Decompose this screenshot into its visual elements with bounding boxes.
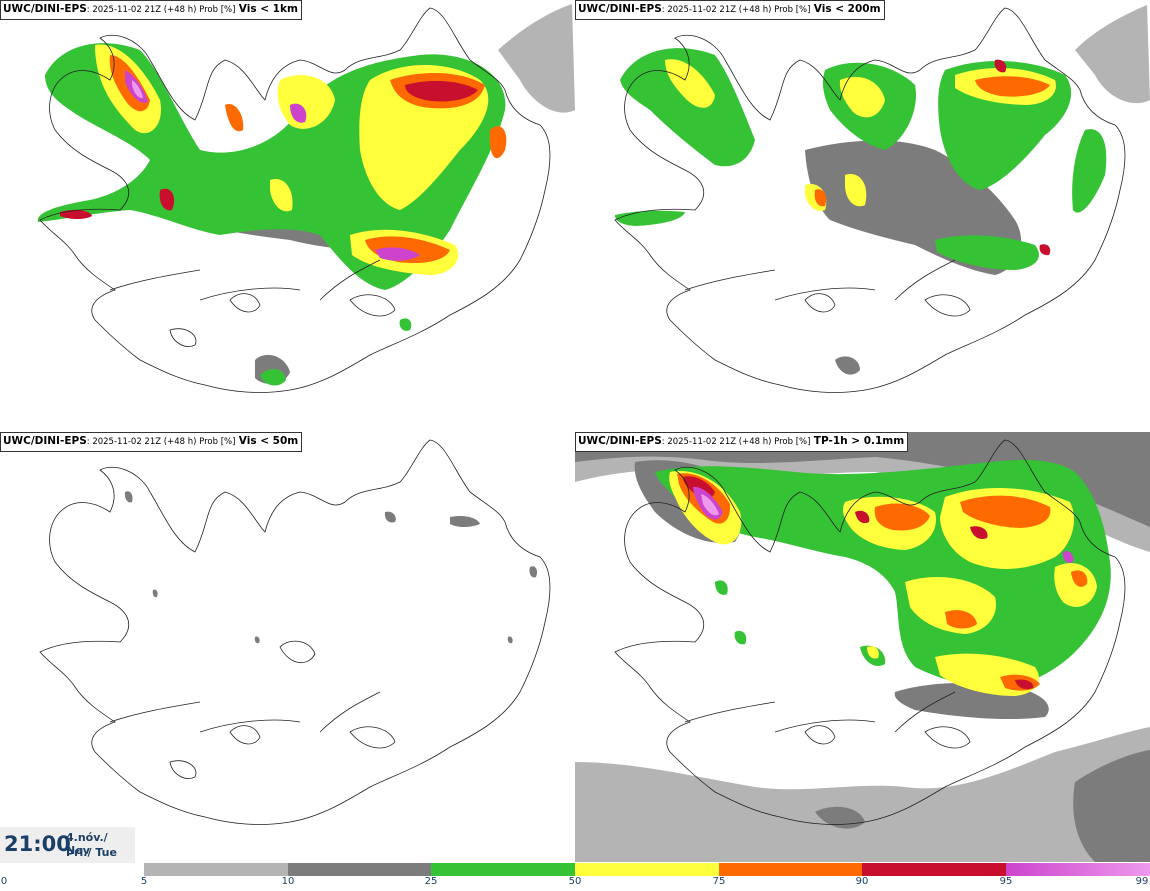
model-name: UWC/DINI-EPS xyxy=(3,435,87,447)
model-name: UWC/DINI-EPS xyxy=(578,435,662,447)
variable-name: Vis < 1km xyxy=(238,3,298,15)
prob-field-5 xyxy=(498,4,575,113)
model-name: UWC/DINI-EPS xyxy=(3,3,87,15)
iceland-coastline xyxy=(614,7,1126,393)
variable-name: Vis < 200m xyxy=(813,3,881,15)
colorbar-tick: 0 xyxy=(0,876,8,887)
prob-field-95 xyxy=(125,70,420,261)
map-panel-vis-50m: UWC/DINI-EPS: 2025-11-02 21Z (+48 h) Pro… xyxy=(0,432,575,862)
colorbar-seg-75-90 xyxy=(719,863,862,876)
run-meta: : 2025-11-02 21Z (+48 h) Prob [%] xyxy=(86,437,236,447)
prob-field-99 xyxy=(132,80,143,99)
vis-200m-map xyxy=(614,5,1150,393)
iceland-coastline xyxy=(614,439,1126,825)
panel-title: UWC/DINI-EPS: 2025-11-02 21Z (+48 h) Pro… xyxy=(0,432,303,452)
map-panel-vis-200m: UWC/DINI-EPS: 2025-11-02 21Z (+48 h) Pro… xyxy=(575,0,1150,430)
run-meta: : 2025-11-02 21Z (+48 h) Prob [%] xyxy=(661,437,811,447)
vis-1km-map xyxy=(37,4,575,393)
variable-name: TP-1h > 0.1mm xyxy=(813,435,905,447)
probability-colorbar: 0 5 10 25 50 75 90 95 99 xyxy=(0,862,1150,891)
iceland-coastline xyxy=(39,7,551,393)
colorbar-seg-5-10 xyxy=(144,863,288,876)
colorbar-seg-90-95 xyxy=(862,863,1006,876)
vis-50m-map xyxy=(39,439,551,825)
map-panel-tp-1h: UWC/DINI-EPS: 2025-11-02 21Z (+48 h) Pro… xyxy=(575,432,1150,862)
prob-field-10 xyxy=(124,491,538,644)
map-panel-vis-1km: UWC/DINI-EPS: 2025-11-02 21Z (+48 h) Pro… xyxy=(0,0,575,430)
colorbar-tick: 95 xyxy=(999,876,1013,887)
valid-weekday: Þri./ Tue xyxy=(66,846,117,859)
panel-title: UWC/DINI-EPS: 2025-11-02 21Z (+48 h) Pro… xyxy=(575,0,885,20)
run-meta: : 2025-11-02 21Z (+48 h) Prob [%] xyxy=(661,5,811,15)
valid-date: 4.nóv./ Nov xyxy=(66,831,108,857)
colorbar-tick: 90 xyxy=(855,876,869,887)
colorbar-tick: 25 xyxy=(424,876,438,887)
model-name: UWC/DINI-EPS xyxy=(578,3,662,15)
iceland-coastline xyxy=(39,439,551,825)
colorbar-tick: 75 xyxy=(712,876,726,887)
colorbar-seg-25-50 xyxy=(431,863,575,876)
colorbar-seg-95-99 xyxy=(1006,863,1150,876)
panel-title: UWC/DINI-EPS: 2025-11-02 21Z (+48 h) Pro… xyxy=(0,0,302,20)
colorbar-seg-50-75 xyxy=(575,863,719,876)
colorbar-tick: 50 xyxy=(568,876,582,887)
colorbar-tick: 5 xyxy=(140,876,148,887)
colorbar-seg-10-25 xyxy=(288,863,431,876)
valid-time-box: 21:00 4.nóv./ Nov Þri./ Tue xyxy=(0,827,135,863)
prob-field-90 xyxy=(60,80,478,219)
tp-1h-map xyxy=(575,432,1150,862)
colorbar-tick: 10 xyxy=(281,876,295,887)
prob-field-99 xyxy=(701,494,719,516)
valid-time: 21:00 xyxy=(4,832,71,856)
run-meta: : 2025-11-02 21Z (+48 h) Prob [%] xyxy=(86,5,236,15)
variable-name: Vis < 50m xyxy=(238,435,299,447)
prob-field-90 xyxy=(994,59,1051,256)
panel-title: UWC/DINI-EPS: 2025-11-02 21Z (+48 h) Pro… xyxy=(575,432,909,452)
colorbar-tick: 99 xyxy=(1135,876,1149,887)
prob-field-5 xyxy=(1075,5,1150,104)
prob-field-75 xyxy=(814,76,1050,207)
